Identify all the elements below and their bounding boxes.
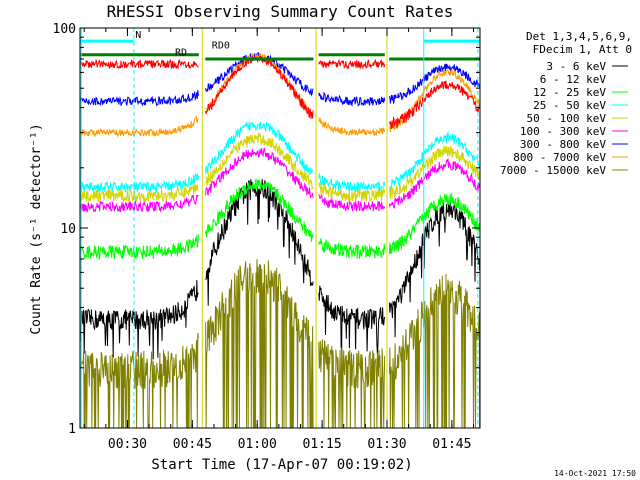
y-tick-label: 10 [60, 222, 76, 237]
series-line-12-25-kev [80, 178, 480, 261]
y-tick-label: 1 [68, 422, 76, 437]
series-line-300-800-kev [80, 52, 480, 107]
x-tick-label: 01:15 [303, 437, 342, 452]
legend-label: 50 - 100 keV [527, 112, 607, 125]
render-timestamp: 14-Oct-2021 17:50 [554, 469, 636, 478]
legend-label: 25 - 50 keV [533, 99, 606, 112]
series-line-50-100-kev [80, 132, 480, 204]
x-tick-label: 01:30 [367, 437, 406, 452]
legend-label: 100 - 300 keV [520, 125, 606, 138]
legend-label: 7000 - 15000 keV [500, 164, 606, 177]
series-line-25-50-kev [80, 121, 480, 194]
legend-header-line-2: FDecim 1, Att 0 [533, 43, 632, 56]
x-tick-label: 01:00 [238, 437, 277, 452]
annotation-rd: RD [175, 47, 187, 58]
legend-header-line-1: Det 1,3,4,5,6,9, [526, 30, 632, 43]
legend-label: 800 - 7000 keV [513, 151, 606, 164]
y-axis-label: Count Rate (s⁻¹ detector⁻¹) [29, 123, 44, 334]
legend-label: 6 - 12 keV [540, 73, 607, 86]
x-axis-label: Start Time (17-Apr-07 00:19:02) [151, 457, 412, 473]
chart-title: RHESSI Observing Summary Count Rates [107, 2, 454, 21]
series-line-100-300-kev [80, 147, 480, 213]
legend-label: 3 - 6 keV [546, 60, 606, 73]
y-tick-label: 100 [53, 22, 76, 37]
series-line-3-6-kev [80, 179, 480, 360]
series-line-7000-15000-kev [80, 259, 480, 428]
annotation-night: N [135, 30, 141, 41]
legend-label: 12 - 25 keV [533, 86, 606, 99]
x-tick-label: 01:45 [432, 437, 471, 452]
x-tick-label: 00:30 [108, 437, 147, 452]
annotation-rd0: RD0 [212, 40, 230, 51]
x-tick-label: 00:45 [173, 437, 212, 452]
legend-label: 300 - 800 keV [520, 138, 606, 151]
series-line-800-7000-kev [80, 53, 480, 138]
